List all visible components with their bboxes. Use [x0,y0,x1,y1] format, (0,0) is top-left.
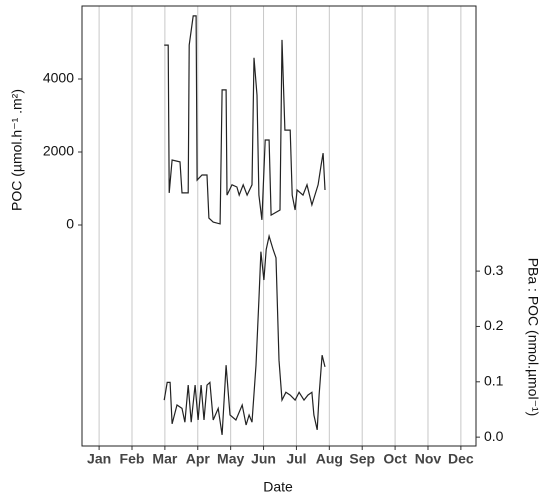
y2-tick-label: 0.0 [484,428,504,444]
x-tick-label: Dec [448,451,474,467]
series-line [163,233,326,435]
x-tick-label: Jan [87,451,111,467]
y-tick-label: 0 [66,216,74,232]
x-tick-label: May [217,451,244,467]
x-tick-label: Sep [349,451,375,467]
x-tick-label: Oct [383,451,407,467]
y-axis-label: POC (µmol.h⁻¹ .m²) [9,89,25,211]
x-tick-label: Jun [251,451,276,467]
plot-frame [81,5,477,447]
y2-tick-label: 0.1 [484,373,504,389]
y2-axis-label: PBa : POC (nmol.µmol⁻¹) [525,258,541,417]
y2-tick-label: 0.3 [484,262,504,278]
x-tick-label: Aug [316,451,343,467]
y-tick-label: 2000 [43,143,74,159]
x-tick-label: Nov [415,451,442,467]
x-tick-label: Jul [286,451,306,467]
series-line [164,15,326,225]
x-tick-label: Mar [152,451,177,467]
y2-tick-label: 0.2 [484,317,504,333]
x-tick-label: Feb [120,451,145,467]
y-tick-label: 4000 [43,70,74,86]
x-tick-label: Apr [186,451,211,467]
x-axis-label: Date [263,479,293,495]
